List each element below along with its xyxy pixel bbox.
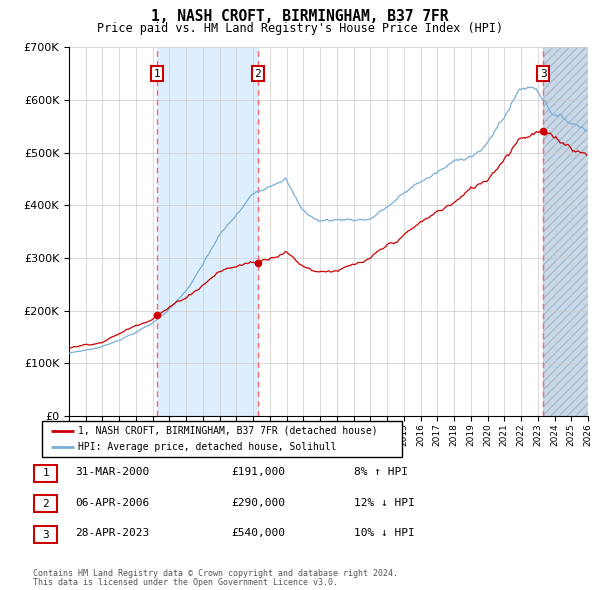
Text: 1: 1: [42, 468, 49, 478]
Text: 10% ↓ HPI: 10% ↓ HPI: [354, 529, 415, 538]
Text: HPI: Average price, detached house, Solihull: HPI: Average price, detached house, Soli…: [78, 442, 337, 453]
FancyBboxPatch shape: [34, 465, 57, 481]
Text: £191,000: £191,000: [231, 467, 285, 477]
Text: 31-MAR-2000: 31-MAR-2000: [75, 467, 149, 477]
Text: 12% ↓ HPI: 12% ↓ HPI: [354, 498, 415, 507]
Text: 8% ↑ HPI: 8% ↑ HPI: [354, 467, 408, 477]
Bar: [543, 47, 588, 416]
Text: £290,000: £290,000: [231, 498, 285, 507]
Bar: [543, 47, 588, 416]
Text: 06-APR-2006: 06-APR-2006: [75, 498, 149, 507]
Text: 1, NASH CROFT, BIRMINGHAM, B37 7FR (detached house): 1, NASH CROFT, BIRMINGHAM, B37 7FR (deta…: [78, 425, 377, 435]
Text: This data is licensed under the Open Government Licence v3.0.: This data is licensed under the Open Gov…: [33, 578, 338, 588]
Text: £540,000: £540,000: [231, 529, 285, 538]
FancyBboxPatch shape: [34, 496, 57, 512]
Text: 1, NASH CROFT, BIRMINGHAM, B37 7FR: 1, NASH CROFT, BIRMINGHAM, B37 7FR: [151, 9, 449, 24]
Text: 2: 2: [254, 68, 261, 78]
Text: 3: 3: [42, 530, 49, 539]
Text: 3: 3: [540, 68, 547, 78]
Text: Contains HM Land Registry data © Crown copyright and database right 2024.: Contains HM Land Registry data © Crown c…: [33, 569, 398, 578]
FancyBboxPatch shape: [42, 421, 402, 457]
Text: Price paid vs. HM Land Registry's House Price Index (HPI): Price paid vs. HM Land Registry's House …: [97, 22, 503, 35]
Text: 1: 1: [154, 68, 160, 78]
FancyBboxPatch shape: [34, 526, 57, 543]
Text: 28-APR-2023: 28-APR-2023: [75, 529, 149, 538]
Bar: [157, 47, 257, 416]
Text: 2: 2: [42, 499, 49, 509]
